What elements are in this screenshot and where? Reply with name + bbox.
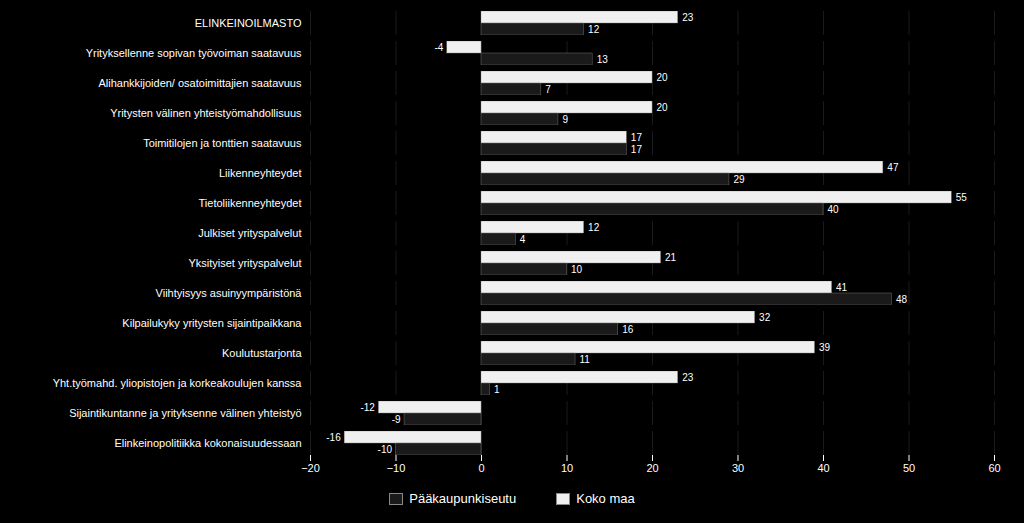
svg-text:39: 39 [819, 342, 831, 353]
svg-text:23: 23 [682, 372, 694, 383]
svg-text:10: 10 [561, 462, 573, 474]
svg-text:23: 23 [682, 12, 694, 23]
svg-text:30: 30 [732, 462, 744, 474]
svg-text:9: 9 [562, 114, 568, 125]
svg-text:48: 48 [896, 294, 908, 305]
svg-text:40: 40 [817, 462, 829, 474]
svg-text:0: 0 [478, 462, 484, 474]
svg-text:10: 10 [571, 264, 583, 275]
svg-text:16: 16 [622, 324, 634, 335]
svg-text:21: 21 [665, 252, 677, 263]
svg-text:Alihankkijoiden/ osatoimittaji: Alihankkijoiden/ osatoimittajien saatavu… [98, 77, 302, 89]
svg-text:ELINKEINOILMASTO: ELINKEINOILMASTO [195, 17, 302, 29]
svg-text:-16: -16 [326, 432, 341, 443]
svg-text:50: 50 [903, 462, 915, 474]
svg-text:11: 11 [580, 354, 591, 365]
svg-text:-12: -12 [360, 402, 375, 413]
svg-text:17: 17 [631, 132, 643, 143]
svg-text:41: 41 [836, 282, 848, 293]
svg-text:60: 60 [988, 462, 1000, 474]
svg-text:Yritysten välinen yhteistyömah: Yritysten välinen yhteistyömahdollisuus [110, 107, 302, 119]
svg-text:Viihtyisyys asuinyympäristönä: Viihtyisyys asuinyympäristönä [156, 287, 303, 299]
svg-text:−20: −20 [301, 462, 320, 474]
svg-text:Liikenneyhteydet: Liikenneyhteydet [219, 167, 302, 179]
svg-text:1: 1 [494, 384, 500, 395]
svg-text:Elinkeinopolitiikka kokonaisuu: Elinkeinopolitiikka kokonaisuudessaan [114, 437, 301, 449]
svg-text:29: 29 [733, 174, 745, 185]
svg-text:20: 20 [646, 462, 658, 474]
svg-text:55: 55 [956, 192, 968, 203]
svg-text:32: 32 [759, 312, 771, 323]
svg-text:-4: -4 [434, 42, 443, 53]
svg-text:4: 4 [520, 234, 526, 245]
svg-text:Yksityiset yrityspalvelut: Yksityiset yrityspalvelut [188, 257, 301, 269]
svg-text:-9: -9 [392, 414, 401, 425]
svg-text:Yht.työmahd. yliopistojen ja k: Yht.työmahd. yliopistojen ja korkeakoulu… [53, 377, 303, 389]
svg-text:7: 7 [545, 84, 551, 95]
html-text:Pääkaupunkiseutu: Pääkaupunkiseutu [409, 491, 517, 506]
svg-text:12: 12 [588, 24, 600, 35]
svg-text:Yrityksellenne sopivan työvoim: Yrityksellenne sopivan työvoiman saatavu… [86, 47, 302, 59]
svg-text:20: 20 [657, 72, 669, 83]
svg-text:Tietoliikenneyhteydet: Tietoliikenneyhteydet [199, 197, 302, 209]
svg-text:-10: -10 [378, 444, 393, 455]
svg-text:47: 47 [887, 162, 899, 173]
svg-text:Koulutustarjonta: Koulutustarjonta [222, 347, 302, 359]
svg-text:17: 17 [631, 144, 643, 155]
svg-text:13: 13 [597, 54, 609, 65]
svg-text:Toimitilojen ja tonttien saata: Toimitilojen ja tonttien saatavuus [143, 137, 302, 149]
svg-text:Sijaintikuntanne ja yrityksenn: Sijaintikuntanne ja yrityksenne välinen … [69, 407, 301, 419]
svg-text:−10: −10 [387, 462, 406, 474]
svg-text:Julkiset yrityspalvelut: Julkiset yrityspalvelut [198, 227, 301, 239]
svg-text:40: 40 [828, 204, 840, 215]
svg-text:20: 20 [657, 102, 669, 113]
svg-text:12: 12 [588, 222, 600, 233]
html-text:Koko maa: Koko maa [576, 491, 635, 506]
svg-text:Kilpailukyky yritysten sijaint: Kilpailukyky yritysten sijaintipaikkana [122, 317, 302, 329]
